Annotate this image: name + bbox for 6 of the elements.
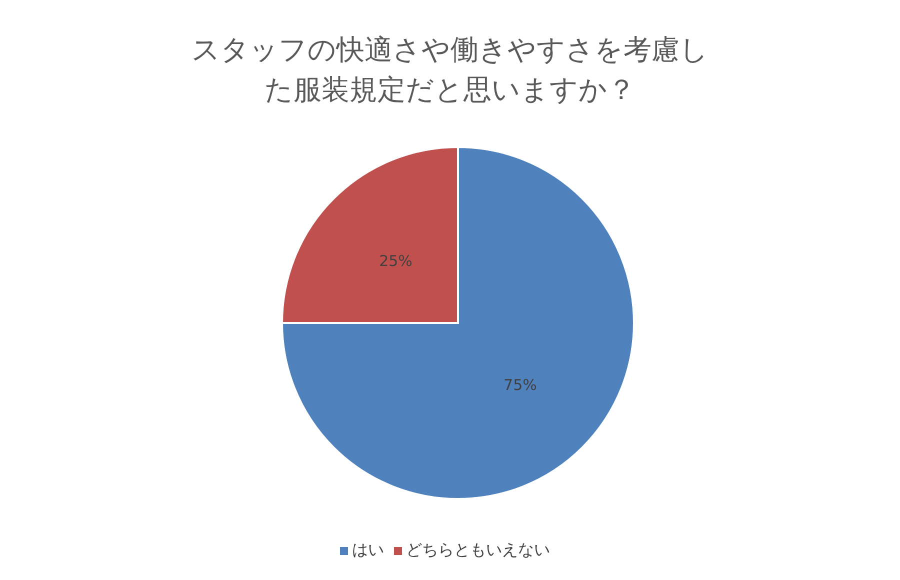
- legend-label: どちらともいえない: [406, 540, 550, 559]
- pie-slice: [281, 146, 635, 500]
- chart-title: スタッフの快適さや働きやすさを考慮した服装規定だと思いますか？: [190, 32, 710, 108]
- data-label: 25%: [379, 252, 412, 270]
- legend-label: はい: [352, 540, 384, 559]
- data-label: 75%: [504, 376, 537, 394]
